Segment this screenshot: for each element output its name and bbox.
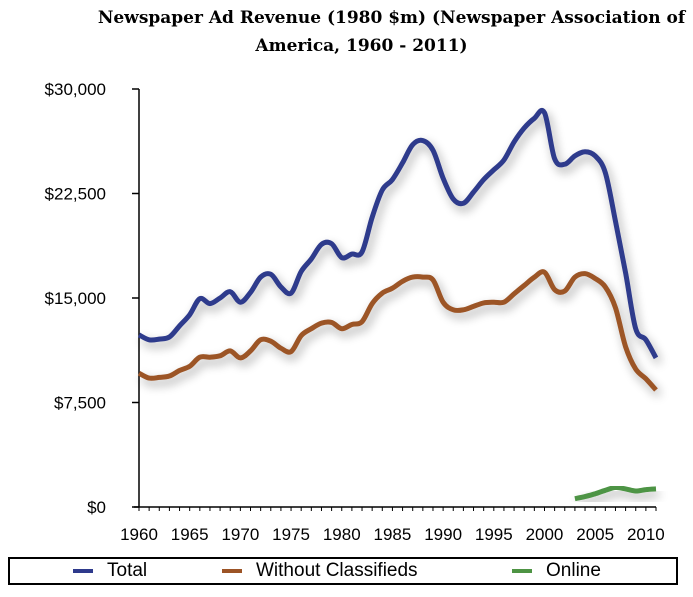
x-tick-label: 2005 (576, 525, 614, 544)
legend-item-online: Online (512, 559, 601, 583)
series-line-without-classifieds (137, 269, 658, 392)
x-tick-label: 1990 (424, 525, 462, 544)
x-axis: 1960 1965 1970 1975 1980 1985 1990 1995 2000 2005… (120, 506, 665, 544)
series-layer (137, 107, 659, 502)
y-tick-label: $22,500 (45, 185, 106, 204)
chart-title-line-2: America, 1960 - 2011) (255, 36, 468, 56)
legend: Total Without Classifieds Online (8, 557, 678, 585)
line-chart: $0$7,500$15,000$22,500$30,000 1960 1965 19… (45, 80, 665, 544)
legend-label-without-classifieds: Without Classifieds (256, 560, 418, 581)
chart-title: Newspaper Ad Revenue (1980 $m) (Newspape… (0, 4, 693, 60)
legend-label-total: Total (107, 560, 148, 581)
y-axis: $0 $7,500 $15,000 $22,500 $30,000 (45, 80, 140, 517)
legend-label-online: Online (546, 560, 601, 581)
y-tick-label: $7,500 (54, 394, 106, 413)
x-tick-label: 2000 (526, 525, 564, 544)
x-tick-label: 1970 (221, 525, 259, 544)
legend-item-without-classifieds: Without Classifieds (222, 559, 418, 583)
y-tick-label: $30,000 (45, 80, 106, 99)
x-tick-label: 1985 (374, 525, 412, 544)
legend-item-total: Total (73, 559, 147, 583)
x-tick-label: 1980 (323, 525, 361, 544)
series-line-total (137, 107, 659, 360)
x-tick-label: 1965 (171, 525, 209, 544)
x-tick-label: 2010 (627, 525, 665, 544)
x-tick-label: 1975 (272, 525, 310, 544)
x-tick-label: 1960 (120, 525, 158, 544)
legend-swatch-total (73, 569, 93, 573)
legend-swatch-without-classifieds (222, 569, 242, 573)
y-tick-label: $0 (87, 498, 106, 517)
series-line-online (574, 484, 657, 502)
x-tick-label: 1995 (475, 525, 513, 544)
chart-title-line-1: Newspaper Ad Revenue (1980 $m) (Newspape… (97, 8, 686, 28)
legend-swatch-online (512, 569, 532, 573)
y-tick-label: $15,000 (45, 289, 106, 308)
